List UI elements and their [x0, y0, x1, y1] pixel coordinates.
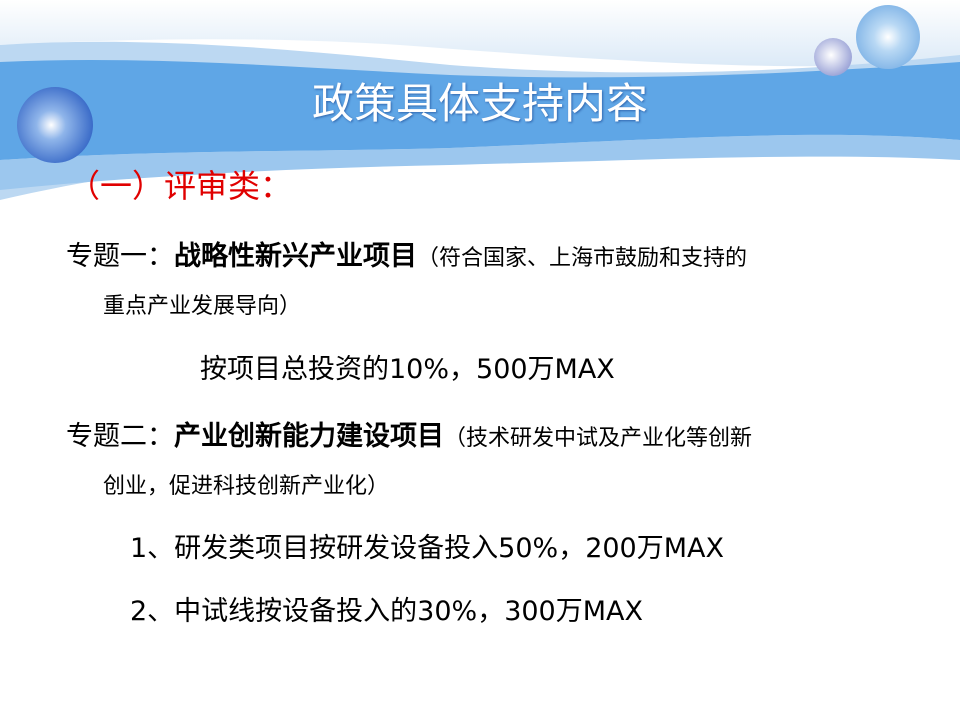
decorative-orb-right-large: [856, 5, 920, 69]
topic2-note: （技术研发中试及产业化等创新: [444, 426, 753, 451]
section-heading: （一）评审类：: [68, 167, 293, 205]
topic2-line: 专题二：产业创新能力建设项目（技术研发中试及产业化等创新: [66, 423, 752, 450]
topic1-name: 战略性新兴产业项目: [174, 241, 417, 272]
topic2-item-2: 2、中试线按设备投入的30%，300万MAX: [130, 596, 643, 627]
topic1-support: 按项目总投资的10%，500万MAX: [200, 354, 615, 385]
topic1-label: 专题一：: [66, 241, 174, 272]
topic1-note: （符合国家、上海市鼓励和支持的: [417, 246, 748, 271]
topic2-label: 专题二：: [66, 421, 174, 452]
topic2-name: 产业创新能力建设项目: [174, 421, 444, 452]
slide-title: 政策具体支持内容: [311, 79, 648, 128]
decorative-orb-left: [17, 87, 93, 163]
topic2-note-continued: 创业，促进科技创新产业化）: [103, 474, 390, 499]
topic1-note-continued: 重点产业发展导向）: [103, 294, 302, 319]
topic1-line: 专题一：战略性新兴产业项目（符合国家、上海市鼓励和支持的: [66, 243, 747, 270]
topic2-item-1: 1、研发类项目按研发设备投入50%，200万MAX: [130, 533, 724, 564]
decorative-orb-right-small: [814, 38, 852, 76]
